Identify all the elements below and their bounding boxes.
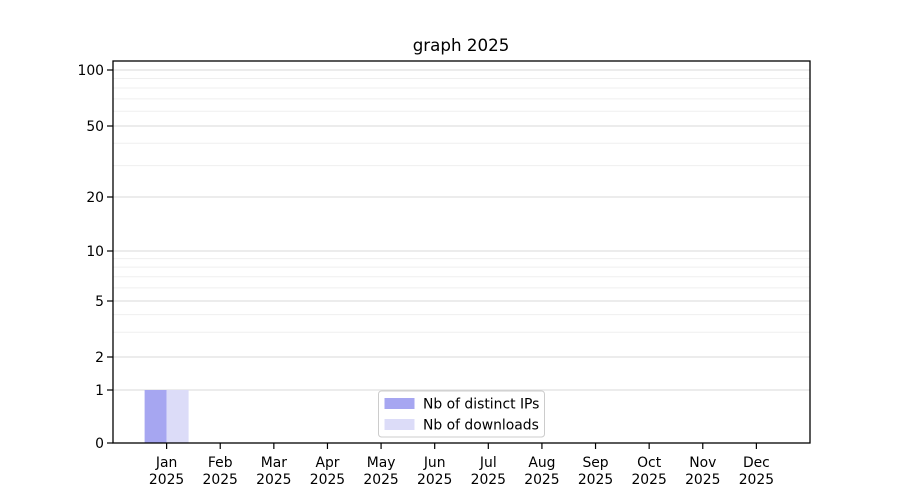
x-tick-label-year-oct: 2025 <box>631 472 666 488</box>
y-tick-label-2: 2 <box>95 350 104 366</box>
x-tick-label-month-oct: Oct <box>637 455 662 471</box>
y-tick-label-20: 20 <box>86 190 104 206</box>
x-tick-label-month-mar: Mar <box>261 455 287 471</box>
x-tick-label-month-nov: Nov <box>689 455 716 471</box>
x-tick-label-year-jun: 2025 <box>417 472 452 488</box>
axes-layer <box>112 60 811 444</box>
x-tick-label-month-dec: Dec <box>743 455 770 471</box>
x-tick-label-month-jun: Jun <box>423 455 446 471</box>
chart-title: graph 2025 <box>413 35 510 55</box>
y-tick-label-10: 10 <box>86 244 104 260</box>
legend-swatch-nb-of-downloads <box>384 419 415 430</box>
bar-nb-of-downloads-jan <box>166 390 189 443</box>
legend-box <box>378 390 545 438</box>
x-tick-label-year-nov: 2025 <box>685 472 720 488</box>
y-tick-label-5: 5 <box>95 294 104 310</box>
x-tick-label-year-sep: 2025 <box>578 472 613 488</box>
x-tick-label-year-dec: 2025 <box>739 472 774 488</box>
minor-gridlines-layer <box>113 78 810 333</box>
ticks-layer: 0125102050100Jan2025Feb2025Mar2025Apr202… <box>77 63 774 488</box>
x-tick-label-month-aug: Aug <box>528 455 555 471</box>
x-tick-label-month-jul: Jul <box>479 455 497 471</box>
x-tick-label-month-feb: Feb <box>208 455 233 471</box>
x-tick-label-year-jan: 2025 <box>149 472 184 488</box>
x-tick-label-year-may: 2025 <box>363 472 398 488</box>
legend-label-nb-of-distinct-ips: Nb of distinct IPs <box>423 397 539 413</box>
x-tick-label-month-apr: Apr <box>315 455 339 471</box>
bars-layer <box>144 390 189 443</box>
y-tick-label-50: 50 <box>86 119 104 135</box>
bar-nb-of-distinct-ips-jan <box>144 390 167 443</box>
x-tick-label-year-mar: 2025 <box>256 472 291 488</box>
x-tick-label-year-jul: 2025 <box>471 472 506 488</box>
x-tick-label-month-sep: Sep <box>582 455 608 471</box>
y-tick-label-0: 0 <box>95 436 104 452</box>
legend-swatch-nb-of-distinct-ips <box>384 398 415 409</box>
major-gridlines-layer <box>113 69 810 391</box>
x-tick-label-year-feb: 2025 <box>203 472 238 488</box>
x-tick-label-year-aug: 2025 <box>524 472 559 488</box>
x-tick-label-month-may: May <box>367 455 396 471</box>
x-tick-label-year-apr: 2025 <box>310 472 345 488</box>
y-tick-label-1: 1 <box>95 383 104 399</box>
plot-frame <box>112 60 811 444</box>
x-tick-label-month-jan: Jan <box>155 455 177 471</box>
y-tick-label-100: 100 <box>77 63 104 79</box>
legend-layer: Nb of distinct IPs Nb of downloads <box>378 390 545 438</box>
legend-label-nb-of-downloads: Nb of downloads <box>423 418 539 434</box>
